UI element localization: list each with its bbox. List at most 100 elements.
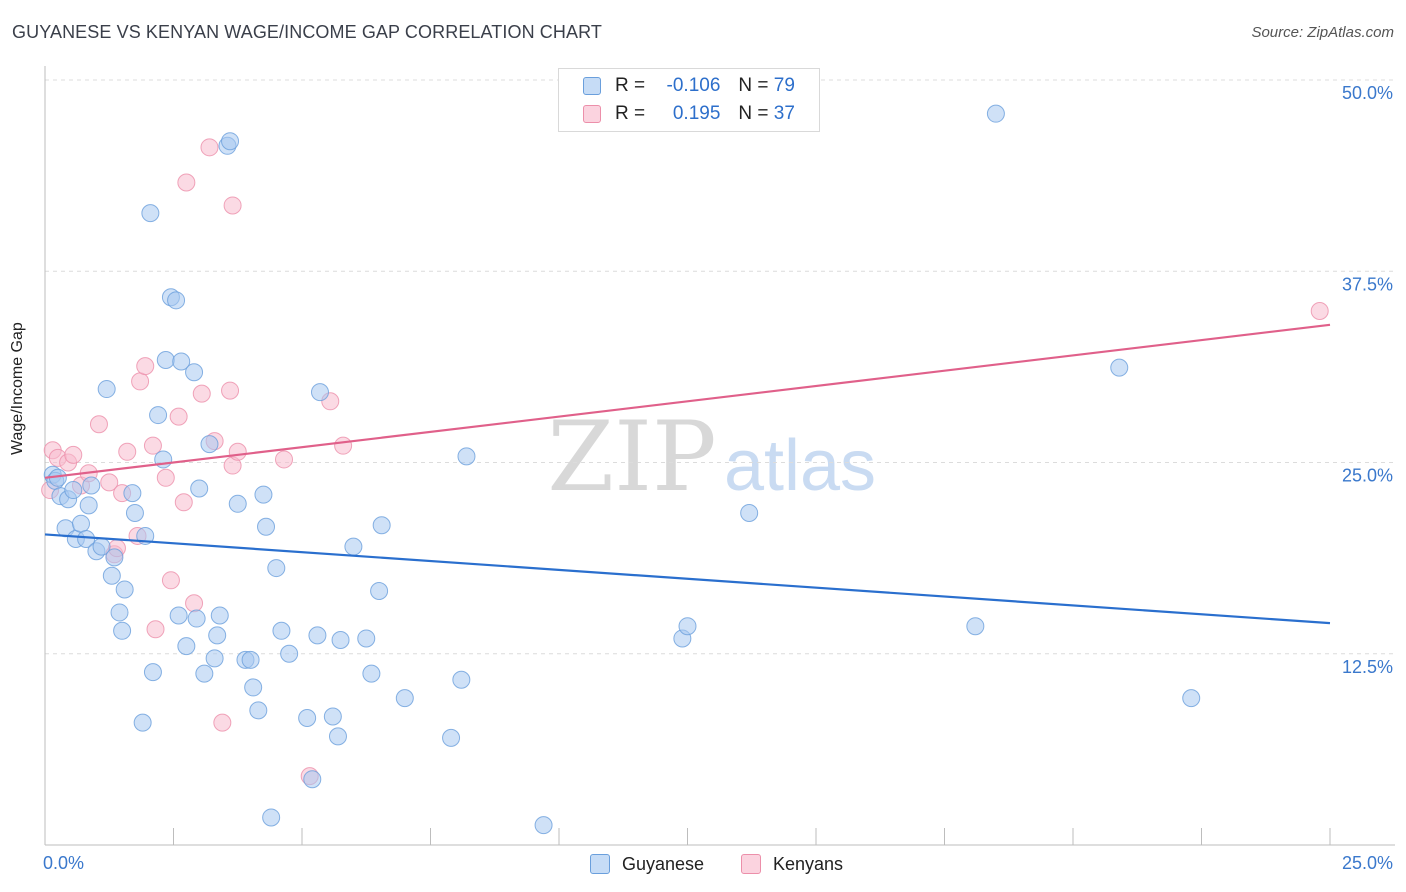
guyanese-point xyxy=(210,606,229,625)
watermark-atlas: atlas xyxy=(724,426,876,506)
guyanese-point xyxy=(113,621,132,640)
kenyans-point xyxy=(169,407,188,426)
tick-labels: 12.5% 25.0% 37.5% 50.0% 0.0% 25.0% xyxy=(43,83,1393,873)
data-points xyxy=(41,104,1329,835)
watermark-zip: ZIP xyxy=(547,401,716,513)
kenyans-point xyxy=(200,138,219,157)
kenyans-trend-line xyxy=(44,323,1331,479)
guyanese-point xyxy=(244,678,263,697)
axes xyxy=(44,66,1395,846)
guyanese-point xyxy=(254,485,273,504)
guyanese-point xyxy=(280,644,299,663)
guyanese-point xyxy=(1110,358,1129,377)
guyanese-point xyxy=(79,496,98,515)
kenyans-point xyxy=(275,450,294,469)
guyanese-point xyxy=(310,383,329,402)
guyanese-point xyxy=(395,689,414,708)
guyanese-point xyxy=(303,770,322,789)
kenyans-point xyxy=(1310,302,1329,321)
guyanese-point xyxy=(372,516,391,535)
source-credit: Source: ZipAtlas.com xyxy=(1251,24,1394,41)
guyanese-point xyxy=(133,713,152,732)
guyanese-point xyxy=(200,435,219,454)
guyanese-point xyxy=(328,727,347,746)
y-tick-label: 50.0% xyxy=(1342,83,1393,103)
guyanese-point xyxy=(678,617,697,636)
kenyans-legend-label: Kenyans xyxy=(773,853,844,874)
kenyans-swatch xyxy=(583,105,601,123)
guyanese-point xyxy=(966,617,985,636)
guyanese-point xyxy=(370,582,389,601)
guyanese-point xyxy=(740,503,759,522)
y-tick-label: 25.0% xyxy=(1342,466,1393,486)
kenyans-point xyxy=(89,415,108,434)
guyanese-point xyxy=(110,603,129,622)
n-value: 79 xyxy=(773,75,795,96)
guyanese-point xyxy=(185,363,204,382)
n-label: N = xyxy=(738,75,769,96)
x-tick-label: 0.0% xyxy=(43,853,84,873)
gridlines xyxy=(45,79,1395,655)
guyanese-point xyxy=(262,808,281,827)
kenyans-legend-swatch xyxy=(741,854,761,874)
guyanese-point xyxy=(71,514,90,533)
kenyans-point xyxy=(221,381,240,400)
guyanese-point xyxy=(187,609,206,628)
guyanese-point xyxy=(190,479,209,498)
kenyans-point xyxy=(131,372,150,391)
guyanese-point xyxy=(64,481,83,500)
guyanese-point xyxy=(1182,689,1201,708)
guyanese-point xyxy=(257,517,276,536)
guyanese-point xyxy=(362,664,381,683)
chart-title: GUYANESE VS KENYAN WAGE/INCOME GAP CORRE… xyxy=(12,22,602,42)
kenyans-point xyxy=(161,571,180,590)
guyanese-point xyxy=(221,132,240,151)
guyanese-point xyxy=(205,649,224,668)
guyanese-point xyxy=(452,670,471,689)
stats-legend: R = -0.106 N = 79 R = 0.195 N = 37 xyxy=(558,68,820,132)
bottom-legend-kenyans: Kenyans xyxy=(741,852,843,876)
r-value: 0.195 xyxy=(672,103,721,124)
kenyans-point xyxy=(174,493,193,512)
guyanese-point xyxy=(77,530,96,548)
guyanese-point xyxy=(308,626,327,645)
guyanese-point xyxy=(167,291,186,310)
guyanese-point xyxy=(298,709,317,728)
guyanese-point xyxy=(267,559,286,578)
guyanese-legend-swatch xyxy=(590,854,610,874)
r-label: R = xyxy=(615,103,646,124)
trend-lines xyxy=(44,323,1331,625)
r-label: R = xyxy=(615,75,646,96)
kenyans-point xyxy=(64,445,83,464)
y-axis-label: Wage/Income Gap xyxy=(9,322,26,455)
guyanese-trend-line xyxy=(44,533,1331,625)
r-value: -0.106 xyxy=(666,75,721,96)
kenyans-point xyxy=(136,357,155,376)
legend-row-kenyans: R = 0.195 N = 37 xyxy=(583,101,795,127)
guyanese-point xyxy=(442,728,461,747)
kenyans-point xyxy=(146,620,165,639)
guyanese-point xyxy=(115,580,134,599)
guyanese-point xyxy=(141,204,160,223)
n-value: 37 xyxy=(773,103,795,124)
guyanese-point xyxy=(208,626,227,645)
legend-row-guyanese: R = -0.106 N = 79 xyxy=(583,73,795,99)
kenyans-point xyxy=(177,173,196,192)
guyanese-swatch xyxy=(583,77,601,95)
guyanese-point xyxy=(177,637,196,656)
kenyans-point xyxy=(192,384,211,403)
kenyans-point xyxy=(185,594,204,613)
n-label: N = xyxy=(738,103,769,124)
guyanese-point xyxy=(172,352,191,371)
bottom-legend-guyanese: Guyanese xyxy=(590,852,704,876)
kenyans-point xyxy=(228,442,247,461)
guyanese-point xyxy=(82,476,101,495)
guyanese-point xyxy=(195,664,214,683)
guyanese-point xyxy=(228,494,247,513)
kenyans-point xyxy=(334,436,353,455)
y-tick-label: 37.5% xyxy=(1342,274,1393,294)
guyanese-point xyxy=(331,630,350,649)
x-tick-label: 25.0% xyxy=(1342,853,1393,873)
guyanese-point xyxy=(457,447,476,466)
guyanese-point xyxy=(102,566,121,585)
